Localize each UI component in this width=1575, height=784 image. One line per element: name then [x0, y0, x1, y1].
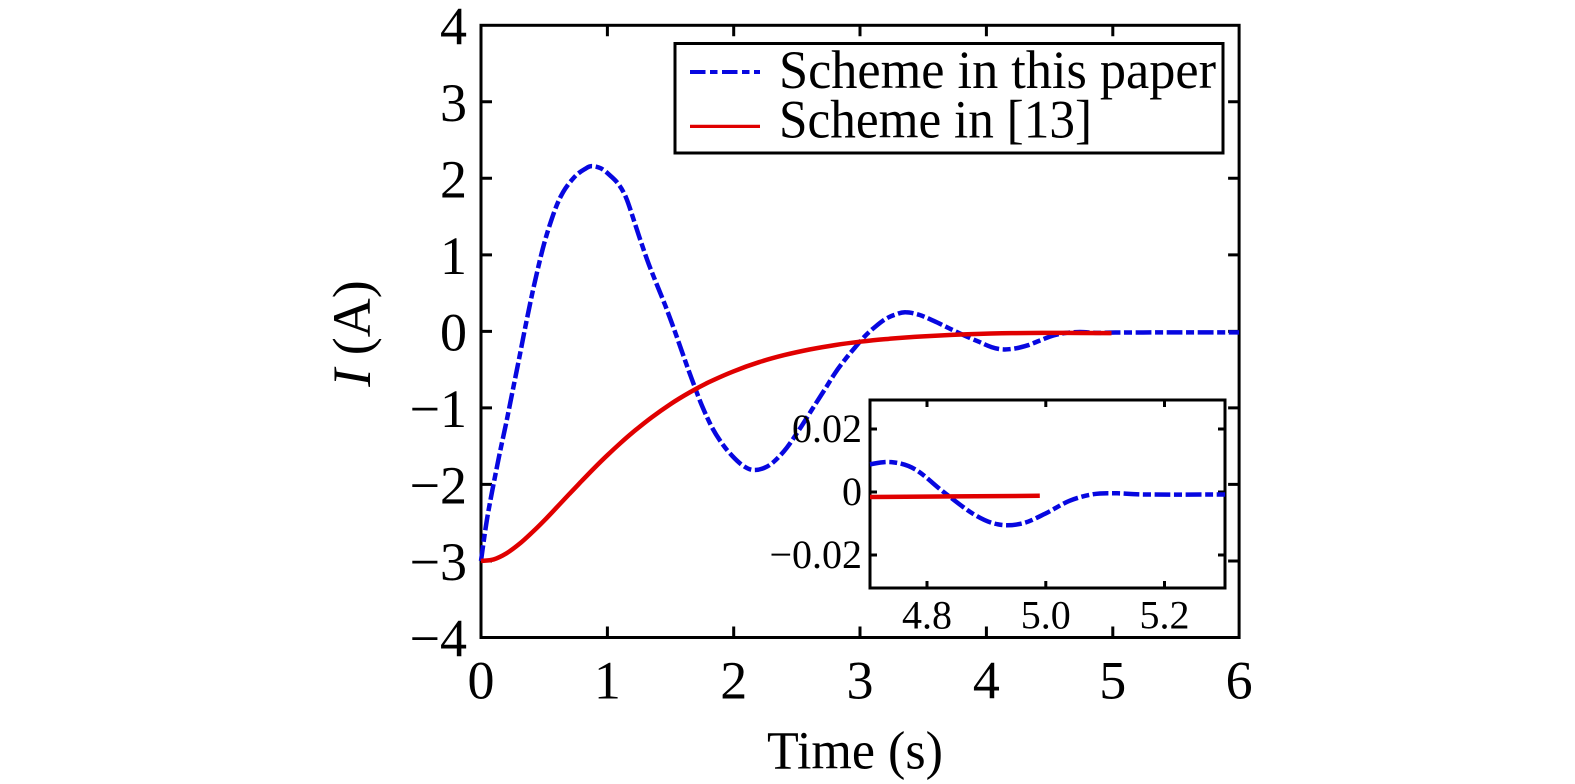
svg-text:4: 4: [973, 650, 1000, 710]
svg-text:0: 0: [842, 469, 862, 514]
svg-text:Time (s): Time (s): [767, 720, 943, 780]
svg-text:3: 3: [847, 650, 874, 710]
svg-text:−1: −1: [410, 379, 467, 439]
svg-text:0.02: 0.02: [792, 406, 862, 451]
svg-text:4: 4: [440, 0, 467, 57]
svg-text:2: 2: [440, 150, 467, 210]
svg-text:1: 1: [594, 650, 621, 710]
svg-text:5: 5: [1099, 650, 1126, 710]
svg-text:4.8: 4.8: [902, 592, 952, 637]
svg-text:−3: −3: [410, 532, 467, 592]
svg-text:I (A): I (A): [322, 280, 382, 387]
svg-text:−4: −4: [410, 609, 467, 669]
svg-text:1: 1: [440, 226, 467, 286]
svg-text:2: 2: [720, 650, 747, 710]
svg-text:Scheme in this paper: Scheme in this paper: [779, 40, 1216, 100]
svg-text:0: 0: [440, 303, 467, 363]
svg-text:−2: −2: [410, 456, 467, 516]
svg-text:−0.02: −0.02: [769, 532, 862, 577]
svg-text:5.2: 5.2: [1140, 592, 1190, 637]
svg-text:Scheme in [13]: Scheme in [13]: [779, 90, 1092, 150]
svg-text:0: 0: [468, 650, 495, 710]
svg-text:5.0: 5.0: [1021, 592, 1071, 637]
svg-text:3: 3: [440, 73, 467, 133]
svg-text:6: 6: [1226, 650, 1253, 710]
